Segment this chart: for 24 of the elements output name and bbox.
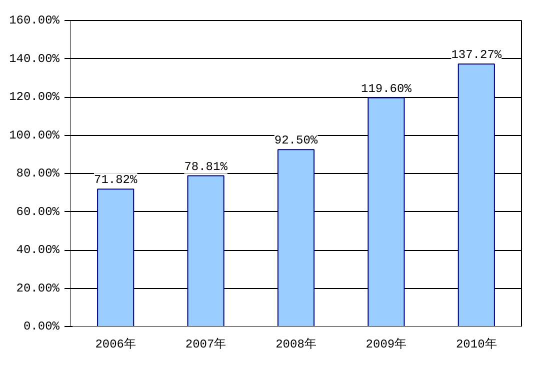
y-tick-label: 60.00% [16, 204, 60, 219]
y-tick-label: 120.00% [9, 90, 60, 104]
y-tick-label: 140.00% [9, 52, 60, 66]
y-tick-label: 20.00% [16, 281, 60, 296]
bar [458, 63, 495, 326]
y-tick-label: 80.00% [16, 166, 60, 180]
x-tick-label: 2009年 [366, 338, 407, 352]
x-tick-label: 2008年 [276, 338, 316, 352]
data-label: 137.27% [451, 48, 502, 62]
bar [97, 188, 134, 326]
x-tick-label: 2007年 [185, 338, 226, 352]
bar [187, 175, 224, 326]
bar [368, 97, 405, 326]
y-tick-label: 100.00% [9, 128, 60, 142]
x-tick-label: 2010年 [456, 338, 497, 352]
data-label: 92.50% [274, 134, 318, 148]
x-tick-label: 2006年 [95, 338, 136, 352]
data-label: 119.60% [360, 82, 412, 96]
data-label: 71.82% [94, 173, 138, 188]
y-tick-label: 0.00% [23, 320, 60, 334]
y-tick-label: 40.00% [16, 243, 60, 257]
y-tick-label: 160.00% [9, 14, 60, 28]
data-label: 78.81% [184, 160, 228, 174]
bar [277, 149, 315, 326]
